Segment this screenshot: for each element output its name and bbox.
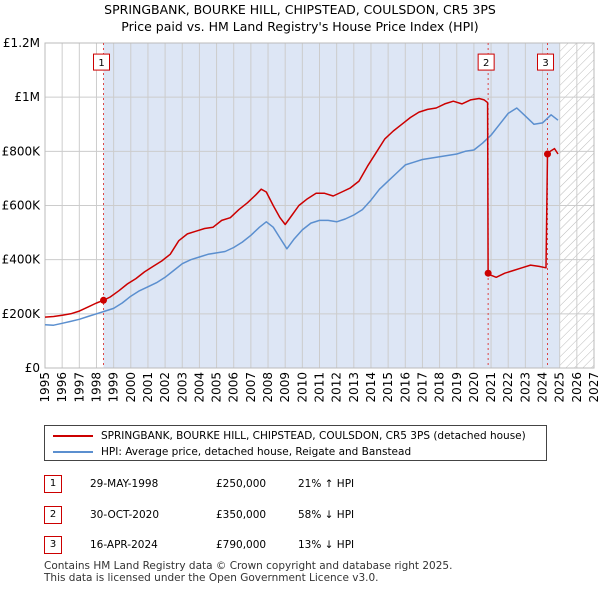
x-axis: 1995 1996 1997 1998 1999 2000 2001 2002 2003 2004…: [38, 372, 600, 403]
y-tick-label: £1.2M: [3, 36, 40, 50]
sale-label-number: 1: [98, 58, 104, 69]
sale-label-number: 3: [542, 58, 548, 69]
sale-price: £790,000: [216, 539, 267, 551]
x-tick-label: 2003: [175, 372, 189, 403]
sale-row: 2 30-OCT-2020 £350,000 58% ↓ HPI: [44, 506, 464, 524]
x-tick-label: 2018: [433, 372, 447, 403]
sale-hpi-diff: 58% ↓ HPI: [298, 509, 355, 521]
x-tick-label: 2008: [261, 372, 275, 403]
sale-label-box: [93, 53, 111, 71]
x-tick-label: 2016: [398, 372, 412, 403]
x-tick-label: 2009: [278, 372, 292, 403]
x-tick-label: 2023: [518, 372, 532, 403]
sale-date: 16-APR-2024: [90, 539, 158, 551]
x-tick-label: 2024: [536, 372, 550, 403]
x-tick-label: 2025: [553, 372, 567, 403]
x-tick-label: 1996: [55, 372, 69, 403]
chart-title: SPRINGBANK, BOURKE HILL, CHIPSTEAD, COUL…: [104, 2, 496, 17]
x-tick-label: 2002: [158, 372, 172, 403]
x-tick-label: 2007: [244, 372, 258, 403]
x-tick-label: 2027: [587, 372, 600, 403]
x-tick-label: 2020: [467, 372, 481, 403]
x-tick-label: 2005: [210, 372, 224, 403]
sale-labels: 1 2 3: [93, 53, 555, 71]
y-tick-label: £800K: [2, 144, 42, 158]
x-tick-label: 2006: [227, 372, 241, 403]
legend: SPRINGBANK, BOURKE HILL, CHIPSTEAD, COUL…: [44, 425, 547, 461]
x-tick-label: 2010: [295, 372, 309, 403]
y-tick-label: £600K: [2, 199, 42, 213]
x-tick-label: 1998: [89, 372, 103, 403]
x-tick-label: 1995: [38, 372, 52, 403]
y-tick-label: £1M: [14, 90, 40, 104]
sale-label-box: [477, 53, 495, 71]
y-tick-label: £200K: [2, 307, 42, 321]
sale-label-box: [537, 53, 555, 71]
y-axis: £0 £200K £400K £600K £800K £1M £1.2M: [2, 36, 42, 375]
footer-copyright: Contains HM Land Registry data © Crown c…: [44, 560, 453, 572]
chart-subtitle: Price paid vs. HM Land Registry's House …: [121, 19, 479, 34]
legend-item-hpi: HPI: Average price, detached house, Reig…: [53, 444, 411, 460]
sale-number-badge: 2: [44, 506, 62, 524]
legend-item-property: SPRINGBANK, BOURKE HILL, CHIPSTEAD, COUL…: [53, 428, 526, 444]
sale-marker-lines: [103, 43, 549, 368]
sale-point: [544, 150, 552, 158]
x-tick-label: 2022: [501, 372, 515, 403]
legend-swatch-property: [53, 435, 93, 437]
sale-label-number: 2: [483, 58, 489, 69]
x-tick-label: 2017: [415, 372, 429, 403]
sale-hpi-diff: 21% ↑ HPI: [298, 478, 355, 490]
sale-date: 29-MAY-1998: [90, 478, 159, 490]
x-tick-label: 1999: [107, 372, 121, 403]
legend-swatch-hpi: [53, 451, 93, 453]
x-tick-label: 2012: [330, 372, 344, 403]
sale-row: 1 29-MAY-1998 £250,000 21% ↑ HPI: [44, 475, 464, 493]
legend-label-hpi: HPI: Average price, detached house, Reig…: [101, 446, 412, 458]
sale-price: £350,000: [216, 509, 267, 521]
plot-border: [44, 42, 595, 369]
sale-point: [100, 296, 108, 304]
x-tick-label: 2013: [347, 372, 361, 403]
x-tick-label: 2021: [484, 372, 498, 403]
sale-price: £250,000: [216, 478, 267, 490]
sale-date: 30-OCT-2020: [90, 509, 159, 521]
x-tick-label: 2004: [192, 372, 206, 403]
footer-licence: This data is licensed under the Open Gov…: [44, 572, 379, 584]
sale-point: [484, 269, 492, 277]
x-tick-label: 2014: [364, 372, 378, 403]
x-tick-label: 2026: [570, 372, 584, 403]
x-tick-label: 2019: [450, 372, 464, 403]
sale-number-badge: 1: [44, 475, 62, 493]
x-tick-label: 2011: [313, 372, 327, 403]
sale-hpi-diff: 13% ↓ HPI: [298, 539, 355, 551]
x-tick-label: 2001: [141, 372, 155, 403]
x-tick-label: 2000: [124, 372, 138, 403]
grid-lines: [44, 42, 595, 369]
y-tick-label: £0: [25, 361, 40, 375]
x-tick-label: 1997: [72, 372, 86, 403]
sale-number-badge: 3: [44, 536, 62, 554]
legend-label-property: SPRINGBANK, BOURKE HILL, CHIPSTEAD, COUL…: [101, 430, 526, 442]
hpi-series-line: [44, 107, 559, 326]
sale-row: 3 16-APR-2024 £790,000 13% ↓ HPI: [44, 536, 464, 554]
x-tick-label: 2015: [381, 372, 395, 403]
sale-points: [100, 150, 552, 304]
y-tick-label: £400K: [2, 253, 42, 267]
